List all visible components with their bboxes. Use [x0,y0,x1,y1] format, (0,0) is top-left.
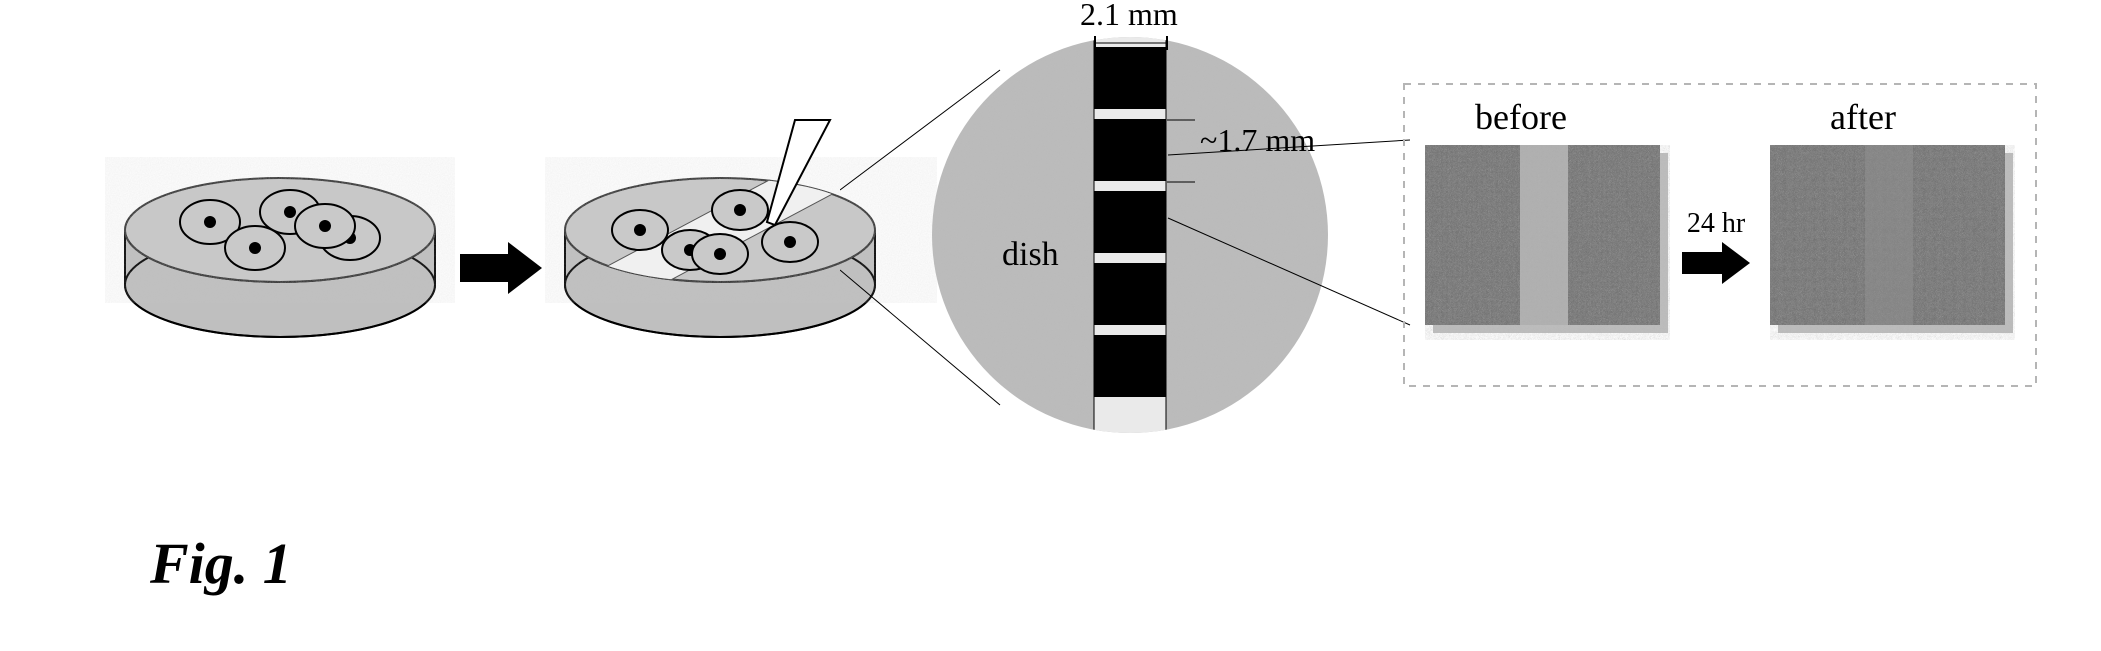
after-image [1770,145,2015,340]
dimension-top-label: 2.1 mm [1080,0,1178,33]
arrow-24hr: 24 hr [1682,208,1750,284]
figure-caption: Fig. 1 [150,530,292,597]
zoom-guide-lines-right [1160,100,1420,380]
after-label: after [1830,96,1896,138]
arrow-24hr-label: 24 hr [1682,208,1750,240]
arrow-dish1-to-dish2 [460,242,542,294]
petri-dish-1 [105,150,455,370]
dish-label: dish [1002,236,1059,273]
before-image [1425,145,1670,340]
before-label: before [1475,96,1567,138]
figure-stage: dish 2.1 mm ~1.7 mm before after [0,0,2101,651]
